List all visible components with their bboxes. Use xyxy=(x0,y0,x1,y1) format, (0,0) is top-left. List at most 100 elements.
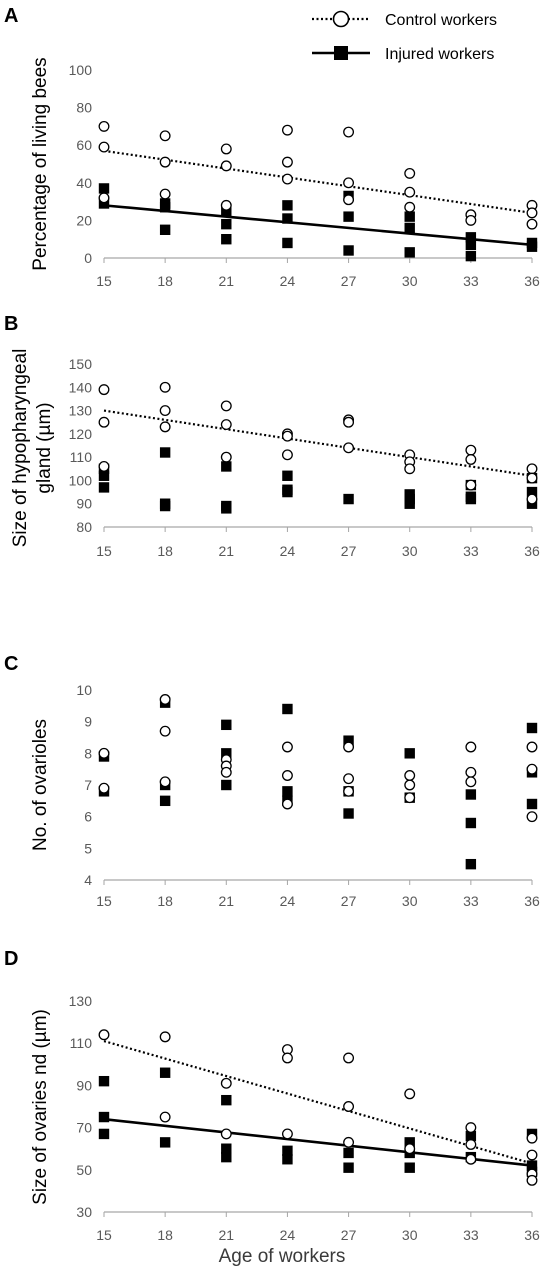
panel-a-injured-point xyxy=(159,224,171,235)
panel-a-y-tick-label: 0 xyxy=(84,250,92,266)
panel-d-x-tick-label: 15 xyxy=(96,1227,112,1243)
panel-d-control-point xyxy=(526,1174,538,1186)
panel-b-injured-point xyxy=(159,500,171,512)
panel-a-x-tick-label: 24 xyxy=(280,273,296,289)
panel-c-plot: 4 5 6 7 8 9 10 15 18 21 24 27 30 33 36 No. of ovarioles xyxy=(30,682,540,909)
panel-c-control-point xyxy=(98,747,110,759)
panel-a-injured-point xyxy=(98,183,110,194)
panel-c-control-point xyxy=(526,741,538,753)
panel-b-control-point xyxy=(220,451,232,463)
panel-a-control-point xyxy=(159,156,171,168)
panel-b-y-axis-label-line: gland (µm) xyxy=(34,402,55,493)
panel-d-control-point xyxy=(343,1136,355,1148)
panel-d-injured-point xyxy=(343,1147,354,1159)
panel-c-y-tick-label: 6 xyxy=(84,809,92,825)
panel-a-x-tick-label: 21 xyxy=(218,273,234,289)
panel-a-control-point xyxy=(404,167,416,179)
panel-c-injured-point xyxy=(526,722,538,734)
panel-c-x-tick-label: 15 xyxy=(96,893,112,909)
panel-b-injured-point xyxy=(159,447,171,458)
panel-a-injured-point xyxy=(526,241,538,252)
panel-d-control-point xyxy=(281,1128,293,1140)
panel-b-injured-point xyxy=(282,470,293,481)
panel-b-control-point xyxy=(343,442,355,454)
panel-c-y-tick-label: 7 xyxy=(84,777,92,793)
panel-d-y-tick-label: 30 xyxy=(76,1204,92,1220)
panel-c-injured-point xyxy=(343,808,354,819)
panel-b-x-tick-label: 30 xyxy=(402,543,418,559)
panel-a-injured-point xyxy=(221,218,232,230)
panel-c-control-point xyxy=(343,741,355,753)
panel-c-injured-point xyxy=(465,858,477,870)
panel-b-y-tick-label: 90 xyxy=(76,496,92,512)
panel-c-x-tick-label: 18 xyxy=(157,893,173,909)
panel-c-control-point xyxy=(159,776,171,788)
panel-b-control-point xyxy=(526,493,538,505)
panel-d-control-point xyxy=(281,1052,293,1064)
panel-d-control-point xyxy=(98,1029,110,1041)
panel-b-control-point xyxy=(343,416,355,428)
panel-d-x-tick-label: 30 xyxy=(402,1227,418,1243)
panel-c-injured-point xyxy=(282,703,293,715)
panel-a-control-point xyxy=(159,130,171,142)
panel-d-injured-point xyxy=(221,1143,232,1154)
panel-c-injured-point xyxy=(159,795,171,807)
panel-c-control-point xyxy=(343,785,355,797)
panel-a-y-tick-label: 40 xyxy=(76,175,92,191)
panel-c-control-point xyxy=(404,770,416,781)
panel-a-x-tick-label: 27 xyxy=(341,273,357,289)
panel-a-injured-point xyxy=(343,245,354,256)
panel-a-x-tick-label: 33 xyxy=(463,273,479,289)
panel-b-y-tick-label: 100 xyxy=(69,472,93,488)
panel-b-control-point xyxy=(465,454,477,465)
panel-c-control-point xyxy=(404,792,416,804)
panel-a-injured-point xyxy=(282,213,293,224)
panel-b-injured-point xyxy=(221,461,232,472)
panel-a-plot: 0 20 40 60 80 100 15 18 21 24 27 30 33 36 Percentage o… xyxy=(30,57,540,289)
panel-d-y-tick-label: 130 xyxy=(69,993,93,1009)
panel-a-y-tick-label: 20 xyxy=(76,212,92,228)
panel-d-injured-point xyxy=(159,1137,171,1148)
panel-a-y-axis-label-line: Percentage of living bees xyxy=(30,57,51,270)
panel-c-control-point xyxy=(343,773,355,785)
panel-a-control-point xyxy=(526,218,538,230)
panel-d-control-point xyxy=(159,1111,171,1123)
panel-d-injured-trend-line xyxy=(103,1117,533,1167)
panel-c-y-tick-label: 8 xyxy=(84,745,92,761)
panel-d-injured-point xyxy=(98,1128,110,1140)
x-axis-label: Age of workers xyxy=(219,1246,346,1267)
panel-a-control-point xyxy=(465,214,477,226)
panel-b-y-tick-label: 140 xyxy=(69,379,93,395)
panel-d-x-tick-label: 21 xyxy=(218,1227,234,1243)
panel-d-control-point xyxy=(343,1101,355,1112)
panel-b-control-point xyxy=(281,430,293,442)
panel-a-x-tick-label: 30 xyxy=(402,273,418,289)
legend: Control workers Injured workers xyxy=(312,10,497,63)
panel-a-control-point xyxy=(526,207,538,219)
panel-d-y-axis-label: Size of ovaries nd (µm) xyxy=(30,1009,51,1205)
panel-d-plot: 30 50 70 90 110 130 15 18 21 24 27 30 33 36 Size of ov… xyxy=(30,993,540,1243)
legend-injured-label: Injured workers xyxy=(385,46,494,63)
panel-d-control-point xyxy=(526,1132,538,1144)
panel-a-control-point xyxy=(98,120,110,132)
panel-d-injured-point xyxy=(98,1075,110,1087)
panel-a-control-point xyxy=(343,194,355,206)
panel-c-x-tick-label: 33 xyxy=(463,893,479,909)
panel-d-x-tick-label: 24 xyxy=(280,1227,296,1243)
panel-a-control-point xyxy=(220,199,232,211)
panel-d-control-point xyxy=(220,1128,232,1140)
panel-letter-d: D xyxy=(4,948,18,970)
panel-c-injured-point xyxy=(282,786,293,797)
panel-c-injured-point xyxy=(465,817,477,829)
panel-d-control-point xyxy=(465,1122,477,1134)
panel-d-x-tick-label: 27 xyxy=(341,1227,357,1243)
panel-d-control-point xyxy=(526,1149,538,1161)
panel-c-x-tick-label: 30 xyxy=(402,893,418,909)
panel-a-injured-point xyxy=(465,250,477,262)
panel-d-y-axis-label-line: Size of ovaries nd (µm) xyxy=(30,1009,51,1205)
panel-c-injured-point xyxy=(343,735,354,746)
panel-a-injured-point xyxy=(98,198,110,209)
panel-d-injured-point xyxy=(221,1094,232,1106)
panel-b-y-tick-label: 150 xyxy=(69,356,93,372)
panel-d-control-point xyxy=(343,1052,355,1064)
